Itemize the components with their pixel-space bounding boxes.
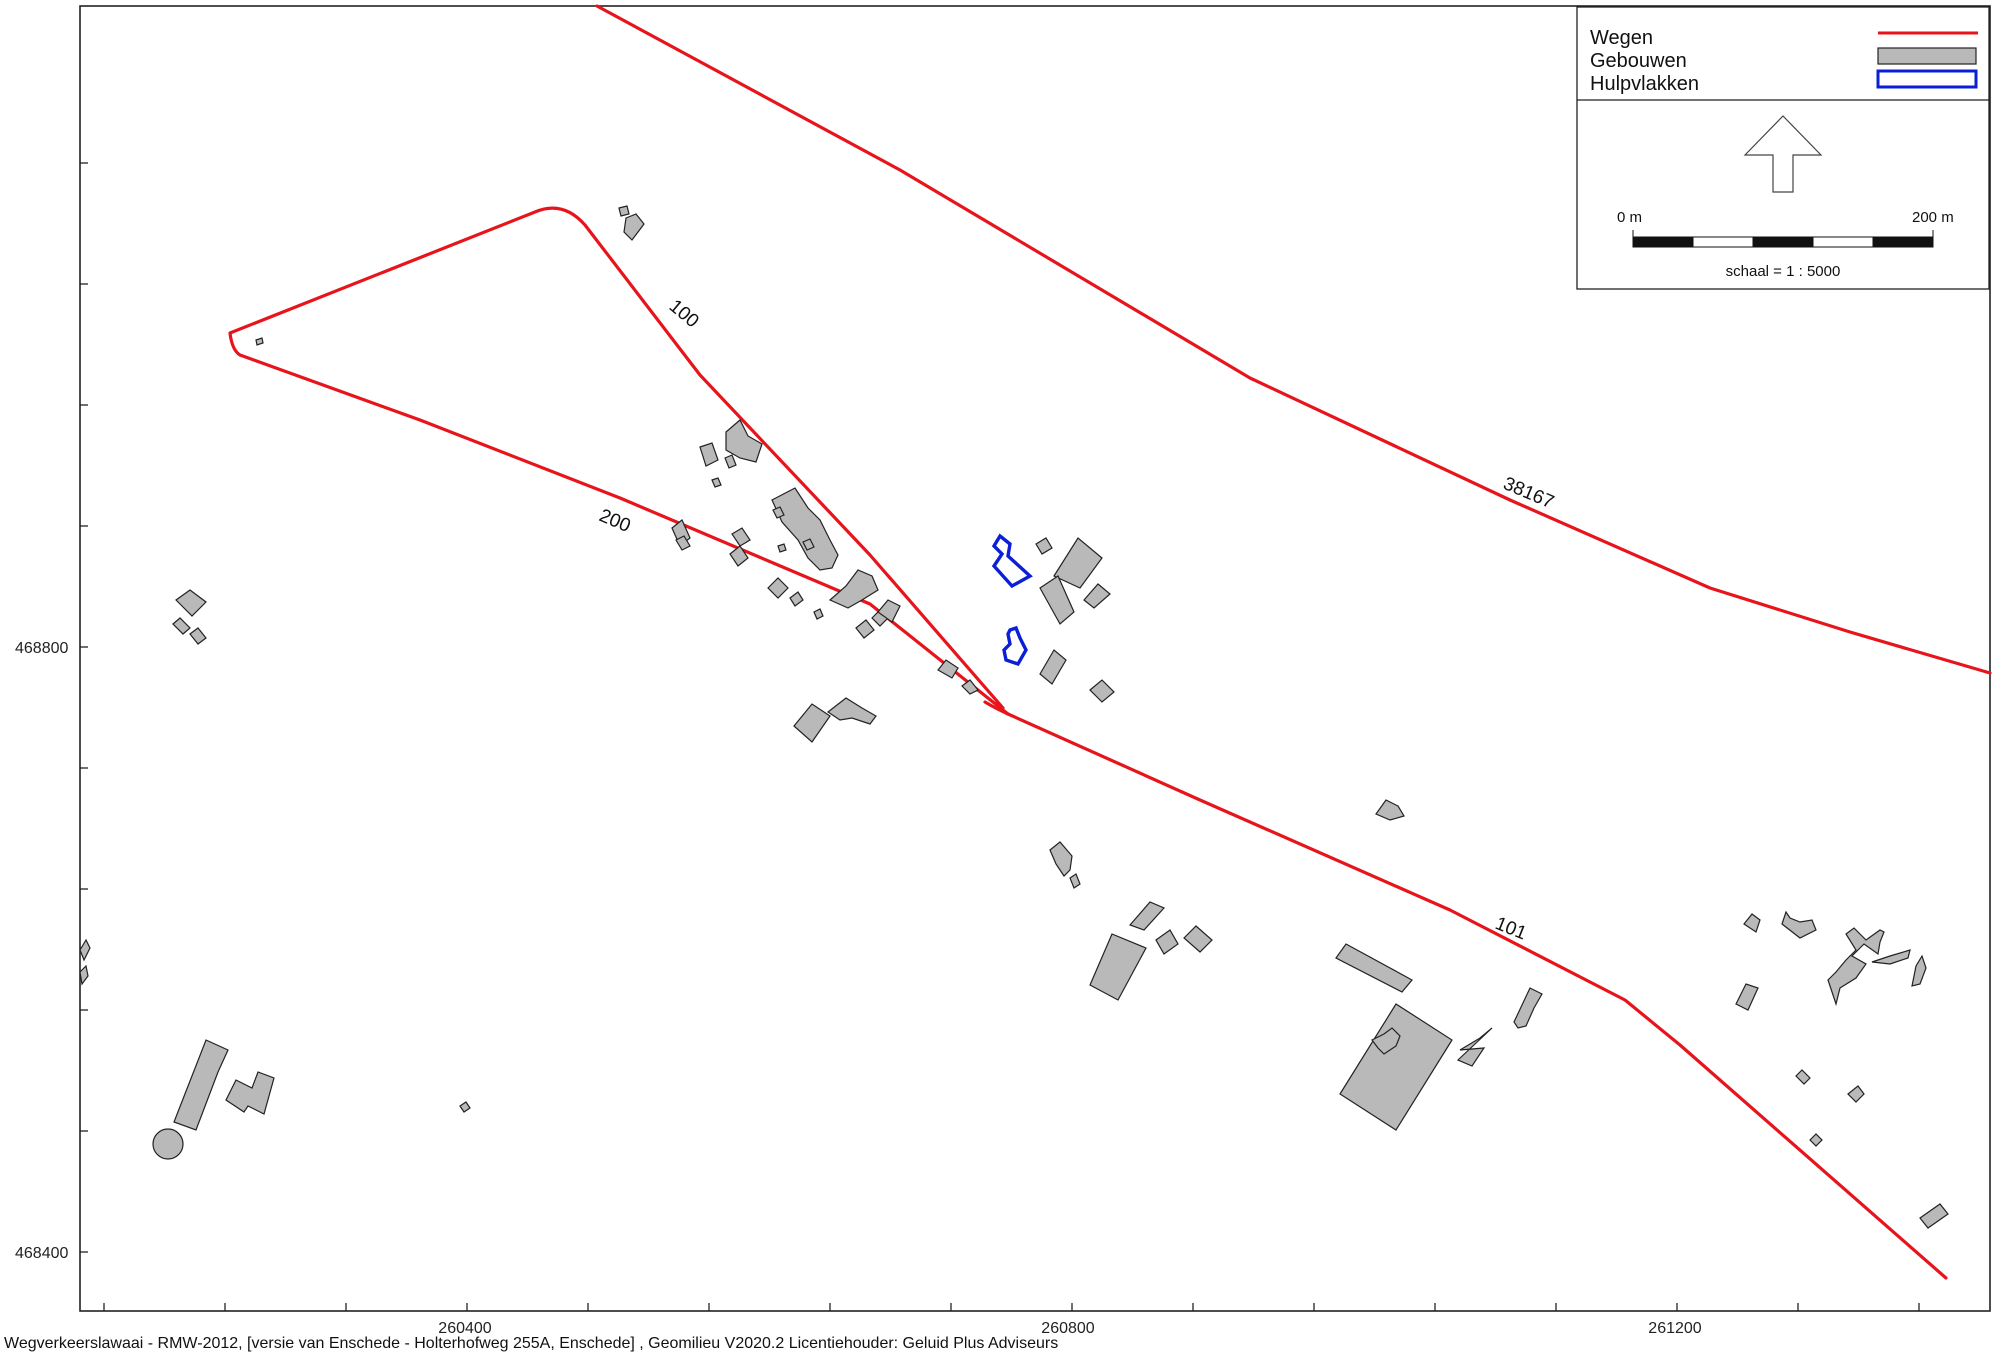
building (79, 964, 89, 986)
building (1795, 1069, 1811, 1085)
legend-label-gebouwen: Gebouwen (1590, 50, 1687, 72)
building (1781, 910, 1817, 939)
building (618, 205, 630, 217)
building (1743, 913, 1761, 933)
building (1053, 537, 1103, 589)
building (777, 543, 787, 553)
building (175, 589, 207, 617)
building (771, 487, 839, 571)
building (1375, 799, 1405, 821)
footer-credits: Wegverkeerslawaai - RMW-2012, [versie va… (4, 1335, 1059, 1352)
building (675, 535, 691, 551)
building (1847, 1085, 1865, 1103)
x-label-260800: 260800 (1041, 1320, 1094, 1337)
building (1339, 1003, 1453, 1131)
building (152, 1128, 184, 1160)
building (1128, 901, 1166, 931)
building (1039, 575, 1075, 625)
building (855, 619, 875, 639)
building (826, 697, 877, 725)
building (172, 617, 191, 635)
building (937, 659, 959, 679)
building (1089, 679, 1115, 703)
building (255, 337, 264, 346)
building (789, 591, 804, 607)
hulpvlak-south (1002, 625, 1028, 667)
building (1827, 927, 1885, 1007)
building (79, 938, 91, 962)
building (1456, 1027, 1493, 1067)
building (725, 419, 763, 463)
building (189, 627, 207, 645)
legend-label-hulpvlakken: Hulpvlakken (1590, 73, 1699, 95)
axis-ticks (80, 162, 1920, 1311)
building (711, 477, 722, 488)
building (772, 506, 785, 519)
building (1089, 933, 1147, 1001)
building (767, 577, 789, 599)
x-label-261200: 261200 (1648, 1320, 1701, 1337)
building (1919, 1203, 1949, 1229)
building (1183, 925, 1213, 953)
building (1335, 943, 1413, 993)
scale-bar (1632, 230, 1934, 248)
building (173, 1039, 229, 1131)
building (731, 527, 751, 547)
x-label-260400: 260400 (438, 1320, 491, 1337)
north-arrow-icon (1743, 115, 1823, 193)
buildings (79, 205, 1949, 1229)
building (699, 442, 719, 467)
building (1049, 841, 1073, 877)
building (802, 538, 815, 551)
legend-symbol-gebouwen (1877, 47, 1977, 65)
building (623, 213, 645, 241)
legend-symbol-hulpvlakken (1876, 69, 1978, 89)
building (961, 679, 979, 695)
building (459, 1101, 471, 1113)
building (1155, 929, 1179, 955)
road-101 (983, 700, 1948, 1280)
y-label-468800: 468800 (15, 640, 68, 657)
building (724, 454, 737, 469)
scale-label-left: 0 m (1617, 209, 1642, 226)
legend-label-wegen: Wegen (1590, 27, 1653, 49)
building (1809, 1133, 1823, 1147)
building (1069, 873, 1081, 889)
building (1035, 537, 1053, 555)
building (1735, 983, 1759, 1011)
road-100-200-loop (228, 206, 1010, 716)
building (1513, 987, 1543, 1029)
building (877, 599, 901, 623)
y-label-468400: 468400 (15, 1245, 68, 1262)
building (1083, 583, 1111, 609)
building (1039, 649, 1067, 685)
building (813, 608, 824, 620)
hulpvlakken (991, 533, 1033, 667)
building (729, 545, 749, 567)
building (1871, 949, 1911, 965)
legend: Wegen Gebouwen Hulpvlakken 0 m 200 m sch… (1576, 6, 1990, 290)
hulpvlak-north (991, 533, 1033, 589)
building (1371, 1027, 1401, 1055)
road-38167 (595, 4, 1992, 675)
scale-ratio: schaal = 1 : 5000 (1726, 263, 1841, 280)
building (793, 703, 831, 743)
scale-label-right: 200 m (1912, 209, 1954, 226)
building (225, 1071, 275, 1115)
roads (228, 4, 1992, 1280)
building (828, 569, 879, 609)
building (1911, 954, 1927, 987)
